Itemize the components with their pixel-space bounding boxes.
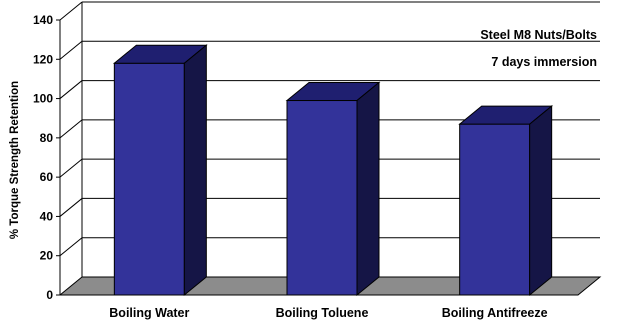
annotation-specimen: Steel M8 Nuts/Bolts bbox=[480, 28, 597, 42]
bar-side bbox=[183, 44, 207, 297]
gridline-depth bbox=[59, 80, 83, 99]
gridline-depth bbox=[59, 198, 83, 217]
y-tick-label: 0 bbox=[46, 288, 53, 302]
category-labels: Boiling Water Boiling Toluene Boiling Anti… bbox=[109, 306, 547, 320]
bars bbox=[112, 44, 554, 297]
annotation-duration: 7 days immersion bbox=[491, 55, 597, 69]
y-axis-label: % Torque Strength Retention bbox=[9, 81, 21, 239]
gridline-depth bbox=[59, 237, 83, 257]
gridline-depth bbox=[59, 158, 83, 178]
category-label: Boiling Toluene bbox=[276, 306, 369, 320]
y-tick-label: 60 bbox=[40, 170, 54, 184]
gridline-depth bbox=[59, 40, 83, 60]
y-tick-label: 40 bbox=[40, 209, 54, 223]
category-label: Boiling Antifreeze bbox=[442, 306, 548, 320]
y-tick-label: 100 bbox=[33, 92, 53, 106]
bar-boiling-water bbox=[112, 44, 208, 297]
bar-boiling-toluene bbox=[285, 81, 381, 297]
y-tick-label: 120 bbox=[33, 52, 53, 66]
y-tick-label: 80 bbox=[40, 131, 54, 145]
bar-side bbox=[529, 105, 553, 297]
y-tick-label: 20 bbox=[40, 249, 54, 263]
bar-front bbox=[286, 100, 358, 296]
y-tick-labels: 0 20 40 60 80 100 120 140 bbox=[33, 13, 60, 302]
bar-boiling-antifreeze bbox=[458, 105, 554, 297]
y-tick-label: 140 bbox=[33, 13, 53, 27]
gridline-depth bbox=[59, 1, 83, 21]
category-label: Boiling Water bbox=[109, 306, 189, 320]
gridline-depth bbox=[59, 119, 83, 139]
bar-front bbox=[113, 62, 185, 296]
bar-side bbox=[356, 81, 380, 297]
bar-front bbox=[459, 123, 531, 296]
